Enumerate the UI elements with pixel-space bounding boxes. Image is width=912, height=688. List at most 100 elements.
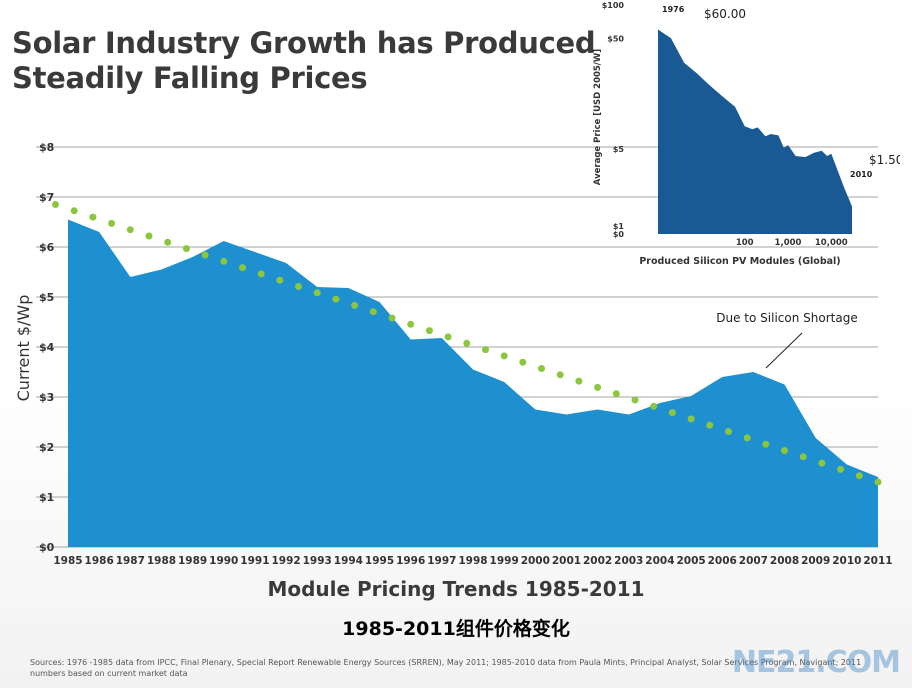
trend-dot	[182, 245, 190, 253]
y-tick-label: $2	[39, 441, 54, 454]
x-tick-label: 2003	[614, 555, 643, 567]
x-tick-label: 1987	[116, 555, 145, 567]
sources-note: Sources: 1976 -1985 data from IPCC, Fina…	[30, 658, 862, 678]
trend-dot	[874, 478, 882, 486]
y-tick-label: $3	[39, 391, 54, 404]
inset-annotation-2010: 2010	[850, 170, 873, 179]
trend-dot	[332, 295, 340, 303]
x-tick-label: 1998	[458, 555, 487, 567]
trend-dot	[687, 415, 695, 423]
trend-dot	[855, 472, 863, 480]
annotation-pointer-line	[765, 332, 803, 369]
x-tick-label: 1993	[303, 555, 332, 567]
trend-dot	[70, 207, 78, 215]
trend-dot	[220, 257, 228, 265]
y-tick-label: $6	[39, 241, 55, 254]
x-tick-label: 1994	[334, 555, 363, 567]
watermark-logo: NE21.COM	[731, 645, 901, 680]
inset-x-tick-labels: 100 1,000 10,000	[736, 238, 848, 248]
trend-dot	[650, 402, 658, 410]
x-tick-label: 1996	[396, 555, 425, 567]
y-tick-label: $0	[39, 541, 55, 554]
x-tick-label: 1988	[147, 555, 176, 567]
trend-dot	[276, 276, 284, 284]
x-tick-label: 1986	[85, 555, 114, 567]
inset-annotation-end-price: $1.50	[869, 153, 900, 167]
trend-dot	[500, 352, 508, 360]
inset-learning-curve-chart: $100 $50 $5 $1$0 100 1,000 10,000 Average Pri…	[593, 1, 900, 267]
x-tick-label: 1997	[427, 555, 456, 567]
x-tick-label: 1992	[271, 555, 300, 567]
trend-dot	[725, 428, 732, 435]
inset-x-tick-label: 100	[736, 238, 754, 248]
title-line-2: Steadily Falling Prices	[12, 61, 368, 95]
trend-dot	[444, 333, 452, 341]
trend-dot	[463, 339, 471, 347]
trend-dot	[89, 213, 97, 221]
trend-dot	[164, 238, 172, 246]
page-title: Solar Industry Growth has Produced Stead…	[12, 26, 596, 96]
title-line-1: Solar Industry Growth has Produced	[12, 26, 596, 60]
x-tick-label: 1989	[178, 555, 207, 567]
inset-y-tick-label: $100	[602, 1, 625, 10]
annotation-silicon-shortage: Due to Silicon Shortage	[716, 311, 857, 325]
trend-dot	[612, 390, 620, 398]
x-tick-label: 2002	[583, 555, 612, 567]
inset-x-axis-label: Produced Silicon PV Modules (Global)	[639, 256, 840, 267]
trend-dot	[108, 219, 116, 227]
x-tick-label: 2011	[863, 555, 892, 567]
y-axis-label: Current $/Wp	[14, 295, 33, 402]
trend-dot	[575, 377, 583, 385]
y-tick-label: $5	[39, 291, 54, 304]
trend-dot	[145, 232, 153, 240]
main-price-chart: $0$1$2$3$4$5$6$7$8 1985 1986 1987 1988 1989 1…	[14, 141, 893, 567]
x-tick-labels: 1985 1986 1987 1988 1989 1990 1991 1992 1993 1994…	[53, 555, 892, 567]
y-tick-label: $4	[39, 341, 55, 354]
x-tick-label: 2000	[521, 555, 550, 567]
trend-dot	[594, 383, 602, 391]
trend-dot	[818, 459, 826, 467]
inset-x-tick-label: 1,000	[775, 238, 802, 248]
y-tick-labels: $0 $1 $2 $3 $4 $5 $6 $7 $8	[39, 141, 55, 554]
x-tick-label: 2009	[801, 555, 830, 567]
trend-dot	[482, 346, 489, 354]
x-tick-label: 2004	[645, 555, 674, 567]
inset-annotation-1976: 1976	[662, 5, 685, 14]
trend-dot	[388, 314, 396, 322]
trend-dot	[425, 327, 433, 335]
x-tick-label: 1991	[240, 555, 269, 567]
trend-dot	[706, 421, 714, 429]
inset-y-tick-label: $50	[607, 34, 624, 43]
trend-dot	[201, 251, 209, 259]
inset-y-tick-label: $5	[613, 145, 625, 154]
trend-dot	[799, 453, 807, 461]
trend-dot	[556, 371, 564, 379]
chart-caption: Module Pricing Trends 1985-2011	[267, 577, 645, 601]
inset-x-tick-label: 10,000	[815, 238, 848, 248]
price-area	[68, 219, 878, 547]
y-tick-label: $1	[39, 491, 54, 504]
inset-y-tick-labels: $100 $50 $5 $1$0	[602, 1, 625, 239]
y-tick-label: $8	[39, 141, 54, 154]
trend-dot	[351, 301, 359, 309]
trend-dot	[762, 440, 770, 448]
trend-dot	[519, 358, 527, 366]
x-tick-label: 1995	[365, 555, 394, 567]
trend-dot	[743, 434, 751, 442]
chinese-caption: 1985-2011组件价格变化	[342, 618, 570, 640]
inset-annotation-start-price: $60.00	[704, 7, 746, 21]
y-tick-label: $7	[39, 191, 54, 204]
x-tick-label: 1990	[209, 555, 238, 567]
inset-price-area	[658, 29, 852, 234]
trend-dot	[837, 465, 845, 473]
trend-dot	[369, 308, 377, 316]
trend-dot	[295, 283, 302, 290]
trend-dot	[668, 409, 676, 417]
trend-dot	[407, 320, 415, 328]
trend-dot	[126, 226, 134, 234]
inset-y-tick-label: $1	[613, 222, 625, 231]
x-tick-label: 1985	[53, 555, 82, 567]
x-tick-label: 2008	[770, 555, 799, 567]
x-tick-label: 1999	[490, 555, 519, 567]
inset-y-axis-label: Average Price [USD 2005/W]	[593, 49, 603, 185]
